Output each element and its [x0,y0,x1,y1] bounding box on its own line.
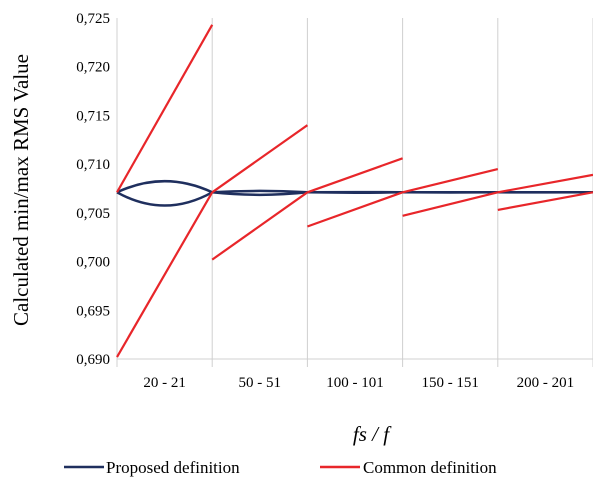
common-max-line [116,24,214,193]
y-tick-label: 0,695 [76,303,110,319]
series-layer [116,24,593,358]
x-tick-label: 50 - 51 [239,375,282,391]
series-common [116,24,593,358]
legend-label-proposed: Proposed definition [106,458,240,477]
y-axis-title: Calculated min/max RMS Value [9,54,33,326]
proposed-min-line [116,191,213,207]
common-min-line [497,191,593,212]
series-proposed [116,180,593,207]
common-max-line [211,124,309,194]
x-tick-labels: 20 - 21 50 - 51 100 - 101 150 - 151 200 - 20… [143,375,574,391]
common-min-line [116,191,214,358]
proposed-max-line [212,189,308,194]
common-min-line [402,191,499,217]
legend-label-common: Common definition [363,458,497,477]
y-tick-label: 0,725 [76,11,110,27]
x-tick-label: 20 - 21 [143,375,186,391]
x-tick-label: 200 - 201 [517,375,575,391]
common-max-line [402,167,499,194]
common-max-line [307,157,403,194]
y-tick-label: 0,705 [76,206,110,222]
common-min-line [307,191,403,228]
common-max-line [497,173,593,194]
common-min-line [211,191,309,261]
y-tick-label: 0,690 [76,352,110,368]
proposed-max-line [116,180,213,194]
y-tick-label: 0,720 [76,60,110,76]
y-tick-label: 0,710 [76,157,110,173]
x-tick-label: 100 - 101 [326,375,384,391]
legend: Proposed definition Common definition [64,458,497,477]
y-tick-label: 0,700 [76,255,110,271]
y-tick-labels: 0,690 0,695 0,700 0,705 0,710 0,715 0,720 0,725 [76,11,110,368]
y-tick-label: 0,715 [76,108,110,124]
x-tick-label: 150 - 151 [421,375,479,391]
proposed-min-line [212,191,308,197]
plot-area [116,18,593,367]
x-axis-title: fs / f [353,422,392,446]
